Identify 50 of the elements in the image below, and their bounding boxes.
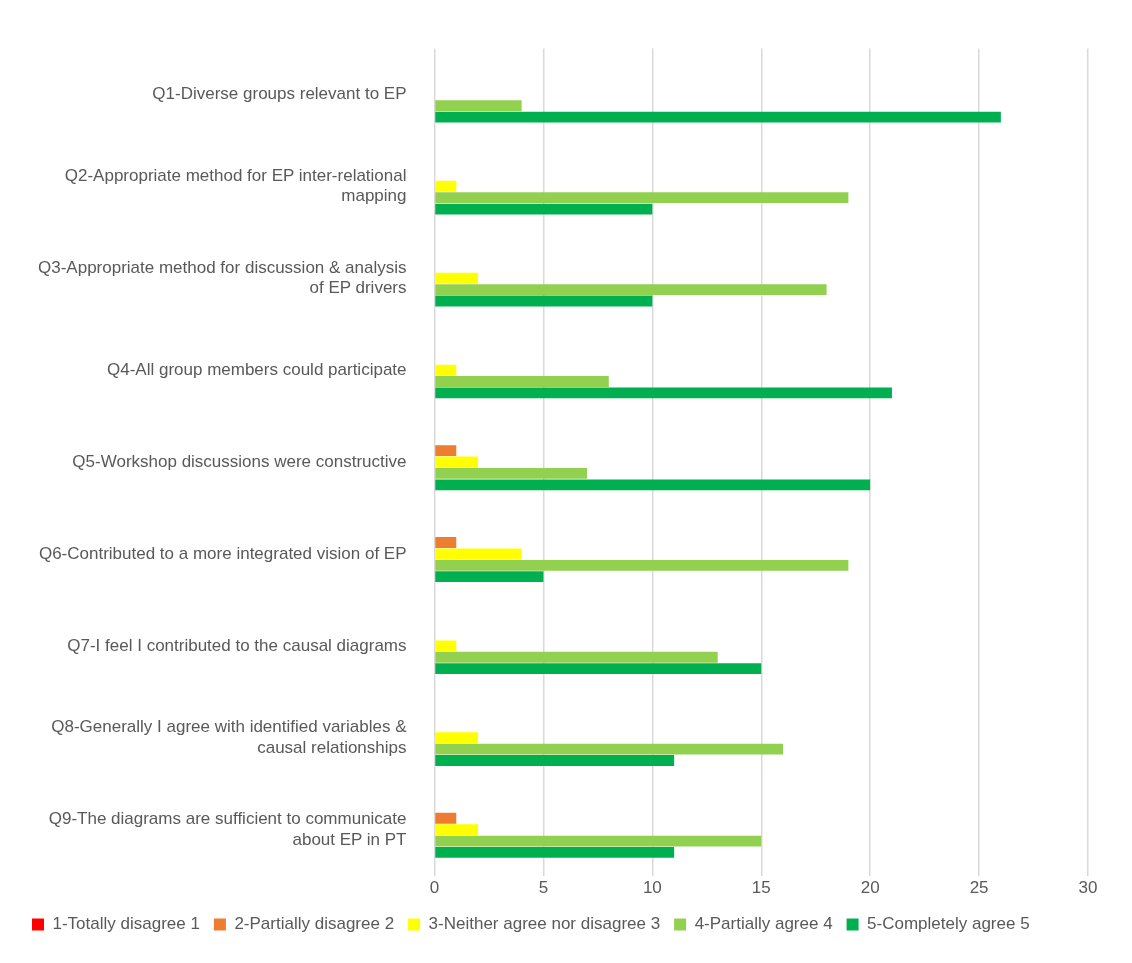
bar — [435, 445, 457, 457]
legend-label: 4-Partially agree 4 — [694, 914, 833, 934]
x-tick-label: 5 — [538, 878, 549, 898]
bar — [435, 387, 892, 399]
bar — [435, 111, 1001, 123]
bar — [435, 663, 762, 675]
bar — [435, 732, 479, 744]
y-tick-label: Q5-Workshop discussions were constructive — [72, 451, 407, 471]
bar — [435, 548, 522, 560]
legend-label: 5-Completely agree 5 — [867, 914, 1030, 934]
bar — [435, 272, 479, 284]
bar — [435, 376, 609, 387]
bar — [435, 192, 849, 204]
y-tick-label: Q8-Generally I agree with identified variables & causal relationships — [51, 717, 408, 757]
y-tick-label: Q9-The diagrams are sufficient to communicate about EP in PT — [48, 809, 407, 849]
bar — [435, 203, 653, 215]
x-tick-label: 30 — [1078, 878, 1098, 898]
bar — [435, 640, 457, 652]
bar — [435, 847, 675, 858]
x-tick-label: 25 — [969, 878, 989, 898]
bar — [435, 467, 587, 479]
bar — [435, 571, 544, 583]
bar — [435, 755, 675, 766]
legend-label: 2-Partially disagree 2 — [234, 914, 395, 934]
x-tick-label: 20 — [860, 878, 880, 898]
y-tick-label: Q7-I feel I contributed to the causal diagrams — [67, 635, 407, 655]
bar — [435, 824, 479, 836]
bar — [435, 456, 479, 468]
x-tick-label: 0 — [429, 878, 440, 898]
bar — [435, 812, 457, 824]
y-tick-label: Q3-Appropriate method for discussion & analysis of EP drivers — [38, 257, 407, 298]
bar — [435, 284, 827, 295]
bar — [435, 364, 457, 376]
legend-label: 3-Neither agree nor disagree 3 — [428, 914, 661, 934]
bar — [435, 743, 784, 755]
bar — [435, 295, 653, 307]
bar — [435, 479, 871, 491]
bar — [435, 835, 762, 847]
bar — [435, 180, 457, 192]
y-tick-label: Q4-All group members could participate — [106, 359, 407, 379]
y-tick-label: Q6-Contributed to a more integrated vision of EP — [38, 543, 407, 563]
x-tick-label: 10 — [642, 878, 662, 898]
x-tick-label: 15 — [751, 878, 771, 898]
legend-label: 1-Totally disagree 1 — [52, 914, 200, 934]
bar — [435, 651, 718, 663]
bar — [435, 537, 457, 548]
bar — [435, 559, 849, 571]
bar — [435, 100, 522, 112]
y-tick-label: Q1-Diverse groups relevant to EP — [152, 84, 407, 104]
y-tick-label: Q2-Appropriate method for EP inter-relational mapping — [64, 165, 407, 206]
